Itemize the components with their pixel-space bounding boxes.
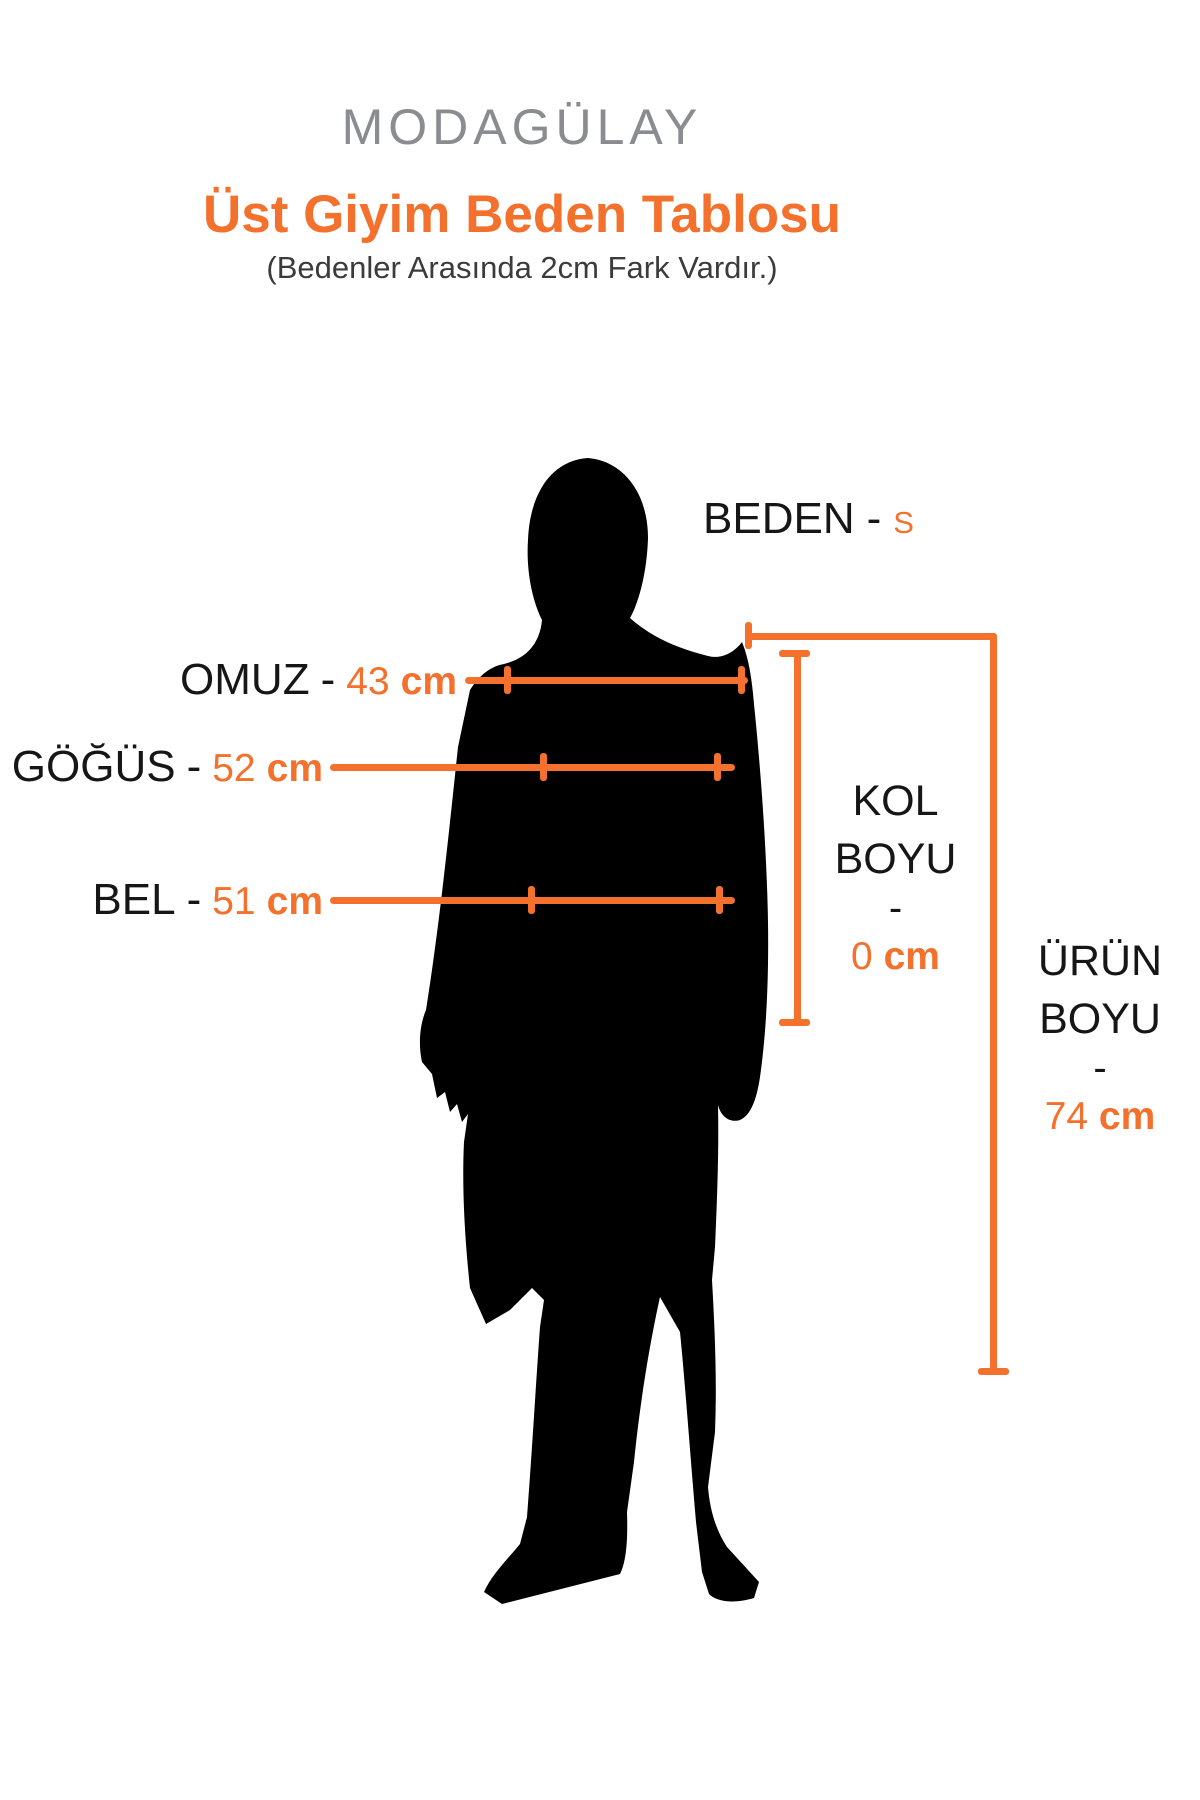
urun-boyu-label-line1: ÜRÜN [1037,937,1163,985]
gogus-tick-right [714,753,721,781]
gogus-label: GÖĞÜS [11,742,176,791]
urun-boyu-value-row: 74 cm [1045,1095,1156,1139]
urun-boyu-cap-bottom [978,1368,1009,1375]
gogus-separator: - [186,742,202,791]
kol-boyu-cap-bottom [779,1019,810,1026]
kol-boyu-unit: cm [883,934,940,978]
bel-label: BEL [92,875,176,924]
woman-silhouette [419,458,769,1604]
urun-boyu-value: 74 [1044,1094,1089,1138]
omuz-row: OMUZ - 43 cm [0,655,457,705]
urun-boyu-measure-line [990,633,997,1375]
gogus-unit: cm [266,747,323,790]
urun-boyu-separator: - [1093,1045,1107,1090]
gogus-measure-line [330,764,735,771]
kol-boyu-measure-line [794,654,801,1023]
kol-boyu-cap-top [779,650,810,657]
urun-boyu-unit: cm [1098,1094,1156,1138]
kol-boyu-block: KOL BOYU - 0 cm [793,772,998,979]
omuz-unit: cm [400,660,457,703]
kol-boyu-label-line1: KOL [852,777,939,825]
kol-boyu-separator: - [888,885,903,930]
size-value: S [893,505,914,540]
bel-tick-right [716,886,723,914]
omuz-tick-left [504,666,511,694]
bel-separator: - [186,875,202,924]
urun-boyu-label-line2: BOYU [1039,995,1161,1044]
brand-logo: MODAGÜLAY [341,99,703,155]
urun-boyu-top-line [748,633,997,640]
omuz-measure-line [465,677,748,684]
gogus-row: GÖĞÜS - 52 cm [0,742,323,792]
page-subtitle: (Bedenler Arasında 2cm Fark Vardır.) [266,250,778,285]
woman-silhouette-path [419,458,769,1604]
kol-boyu-label-line2: BOYU [834,835,957,884]
figure-silhouette [412,452,772,1612]
bel-unit: cm [266,880,323,923]
urun-boyu-block: ÜRÜN BOYU - 74 cm [1000,932,1200,1139]
gogus-value: 52 [212,747,256,790]
bel-tick-left [528,886,535,914]
gogus-tick-left [540,753,547,781]
kol-boyu-value-row: 0 cm [851,935,940,979]
bel-value: 51 [212,880,256,923]
omuz-label: OMUZ [180,655,310,704]
size-separator: - [866,494,882,543]
bel-row: BEL - 51 cm [0,875,323,925]
page-title: Üst Giyim Beden Tablosu [202,185,842,244]
omuz-value: 43 [346,660,390,703]
omuz-tick-right [738,666,745,694]
kol-boyu-value: 0 [851,934,873,978]
omuz-separator: - [320,655,336,704]
size-row: BEDEN - S [703,494,914,544]
size-label: BEDEN [703,494,855,543]
